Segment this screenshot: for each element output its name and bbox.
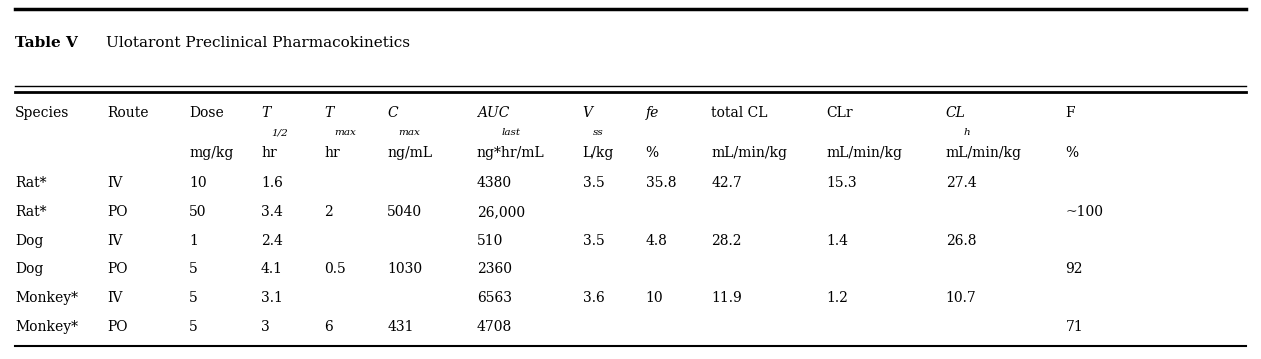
Text: 26,000: 26,000 [477, 205, 525, 219]
Text: ng/mL: ng/mL [387, 146, 433, 159]
Text: Monkey*: Monkey* [15, 320, 78, 334]
Text: Rat*: Rat* [15, 176, 47, 190]
Text: 4380: 4380 [477, 176, 512, 190]
Text: Dog: Dog [15, 262, 44, 276]
Text: 4.8: 4.8 [646, 234, 667, 247]
Text: CL: CL [946, 106, 966, 120]
Text: PO: PO [107, 205, 127, 219]
Text: 3: 3 [261, 320, 270, 334]
Text: mL/min/kg: mL/min/kg [946, 146, 1021, 159]
Text: Monkey*: Monkey* [15, 291, 78, 305]
Text: mg/kg: mg/kg [189, 146, 233, 159]
Text: 6563: 6563 [477, 291, 512, 305]
Text: last: last [502, 128, 521, 137]
Text: 28.2: 28.2 [711, 234, 741, 247]
Text: %: % [1066, 146, 1078, 159]
Text: 3.5: 3.5 [583, 176, 604, 190]
Text: 2.4: 2.4 [261, 234, 282, 247]
Text: 11.9: 11.9 [711, 291, 741, 305]
Text: ng*hr/mL: ng*hr/mL [477, 146, 545, 159]
Text: max: max [334, 128, 356, 137]
Text: V: V [583, 106, 593, 120]
Text: 1.4: 1.4 [826, 234, 847, 247]
Text: mL/min/kg: mL/min/kg [826, 146, 902, 159]
Text: Species: Species [15, 106, 69, 120]
Text: 5: 5 [189, 320, 198, 334]
Text: 1/2: 1/2 [271, 128, 288, 137]
Text: PO: PO [107, 320, 127, 334]
Text: 35.8: 35.8 [646, 176, 676, 190]
Text: 1.2: 1.2 [826, 291, 847, 305]
Text: 42.7: 42.7 [711, 176, 741, 190]
Text: IV: IV [107, 234, 122, 247]
Text: hr: hr [261, 146, 276, 159]
Text: 27.4: 27.4 [946, 176, 976, 190]
Text: 10.7: 10.7 [946, 291, 976, 305]
Text: 3.5: 3.5 [583, 234, 604, 247]
Text: 1: 1 [189, 234, 198, 247]
Text: F: F [1066, 106, 1076, 120]
Text: 5: 5 [189, 291, 198, 305]
Text: 3.6: 3.6 [583, 291, 604, 305]
Text: Rat*: Rat* [15, 205, 47, 219]
Text: 1.6: 1.6 [261, 176, 282, 190]
Text: T: T [261, 106, 270, 120]
Text: Ulotaront Preclinical Pharmacokinetics: Ulotaront Preclinical Pharmacokinetics [106, 36, 410, 50]
Text: AUC: AUC [477, 106, 509, 120]
Text: 92: 92 [1066, 262, 1083, 276]
Text: 5040: 5040 [387, 205, 422, 219]
Text: %: % [646, 146, 658, 159]
Text: max: max [398, 128, 420, 137]
Text: 26.8: 26.8 [946, 234, 976, 247]
Text: 1030: 1030 [387, 262, 422, 276]
Text: CLr: CLr [826, 106, 852, 120]
Text: 431: 431 [387, 320, 414, 334]
Text: 510: 510 [477, 234, 503, 247]
Text: 10: 10 [646, 291, 663, 305]
Text: Route: Route [107, 106, 149, 120]
Text: IV: IV [107, 291, 122, 305]
Text: fe: fe [646, 106, 660, 120]
Text: h: h [963, 128, 970, 137]
Text: 50: 50 [189, 205, 207, 219]
Text: 10: 10 [189, 176, 207, 190]
Text: hr: hr [324, 146, 339, 159]
Text: Table V: Table V [15, 36, 78, 50]
Text: 6: 6 [324, 320, 333, 334]
Text: ~100: ~100 [1066, 205, 1103, 219]
Text: 3.4: 3.4 [261, 205, 282, 219]
Text: 4.1: 4.1 [261, 262, 282, 276]
Text: 0.5: 0.5 [324, 262, 346, 276]
Text: mL/min/kg: mL/min/kg [711, 146, 787, 159]
Text: L/kg: L/kg [583, 146, 614, 159]
Text: total CL: total CL [711, 106, 768, 120]
Text: Dog: Dog [15, 234, 44, 247]
Text: 15.3: 15.3 [826, 176, 856, 190]
Text: 4708: 4708 [477, 320, 512, 334]
Text: Dose: Dose [189, 106, 224, 120]
Text: 5: 5 [189, 262, 198, 276]
Text: ss: ss [593, 128, 604, 137]
Text: 2: 2 [324, 205, 333, 219]
Text: PO: PO [107, 262, 127, 276]
Text: T: T [324, 106, 333, 120]
Text: 2360: 2360 [477, 262, 512, 276]
Text: C: C [387, 106, 397, 120]
Text: IV: IV [107, 176, 122, 190]
Text: 71: 71 [1066, 320, 1083, 334]
Text: 3.1: 3.1 [261, 291, 282, 305]
